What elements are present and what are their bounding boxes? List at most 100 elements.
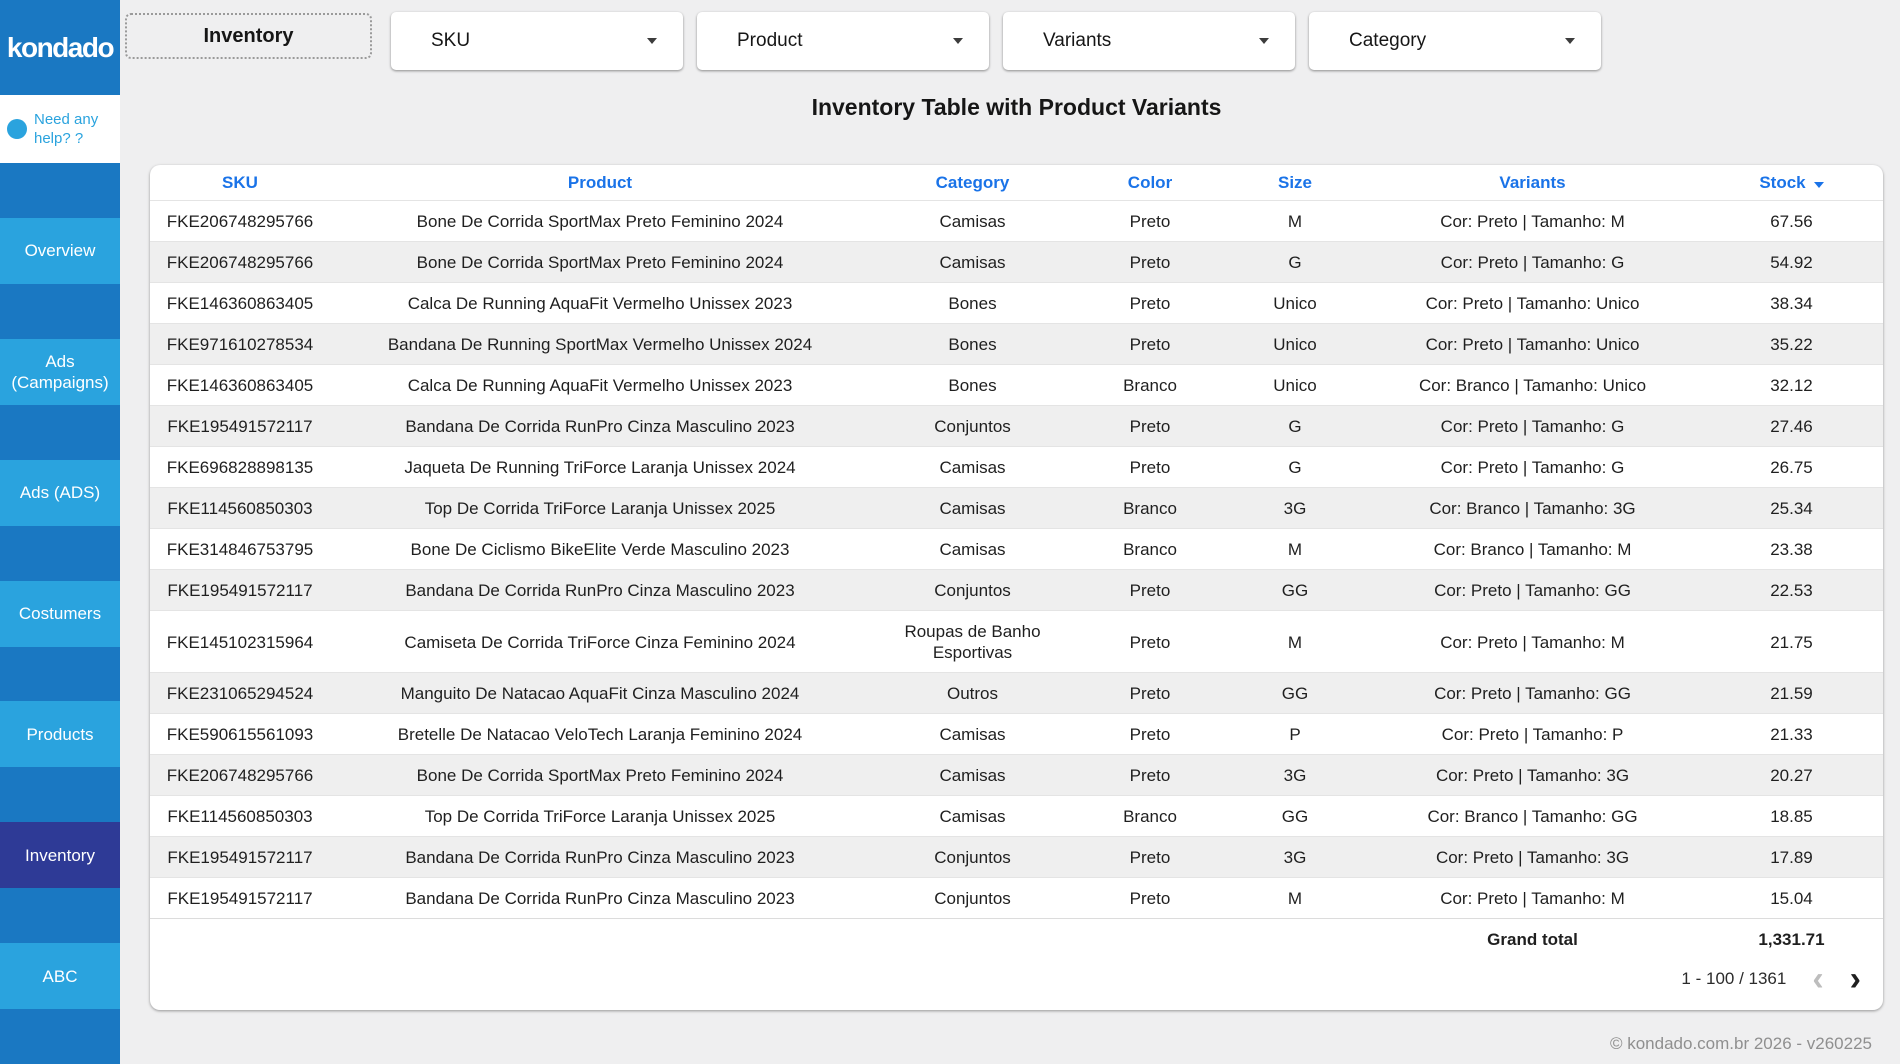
- sidebar-item-overview[interactable]: Overview: [0, 217, 120, 284]
- filter-product[interactable]: Product: [697, 12, 989, 70]
- table-cell: Bones: [948, 335, 997, 354]
- table-cell: 23.38: [1770, 540, 1813, 559]
- table-cell: 38.34: [1770, 294, 1813, 313]
- table-cell: Preto: [1129, 684, 1171, 703]
- table-cell: 25.34: [1770, 499, 1813, 518]
- table-cell: 27.46: [1770, 417, 1813, 436]
- table-cell: Calca De Running AquaFit Vermelho Unisse…: [407, 376, 793, 395]
- column-header-size[interactable]: Size: [1277, 173, 1313, 192]
- table-cell: G: [1288, 417, 1302, 436]
- table-cell: Cor: Preto | Tamanho: M: [1440, 212, 1625, 231]
- prev-page-icon[interactable]: ‹: [1812, 960, 1824, 998]
- table-cell: Unico: [1273, 294, 1317, 313]
- table-cell: Preto: [1129, 294, 1171, 313]
- pagination-range: 1 - 100 / 1361: [1681, 969, 1787, 988]
- pagination: 1 - 100 / 1361 ‹ ›: [150, 958, 1883, 1010]
- table-cell: Preto: [1129, 632, 1171, 652]
- table-cell: 22.53: [1770, 581, 1813, 600]
- help-dot-icon: [7, 119, 27, 139]
- table-cell: Camiseta De Corrida TriForce Cinza Femin…: [404, 632, 796, 652]
- inventory-table: SKU Product Category Color Size Variants Stock…: [150, 165, 1883, 958]
- table-header-row: SKU Product Category Color Size Variants Stock: [150, 165, 1883, 201]
- chevron-down-icon: [1565, 38, 1575, 44]
- table-cell: Preto: [1129, 766, 1171, 785]
- table-cell: FKE231065294524: [166, 684, 314, 703]
- chevron-down-icon: [1259, 38, 1269, 44]
- table-cell: 18.85: [1770, 807, 1813, 826]
- filter-sku[interactable]: SKU: [391, 12, 683, 70]
- filter-label: Product: [737, 30, 803, 51]
- table-cell: Bones: [948, 376, 997, 395]
- column-header-category[interactable]: Category: [935, 173, 1010, 192]
- sidebar-item-inventory[interactable]: Inventory: [0, 822, 120, 889]
- table-cell: FKE195491572117: [167, 581, 313, 600]
- table-cell: Camisas: [939, 540, 1006, 559]
- filter-category[interactable]: Category: [1309, 12, 1601, 70]
- table-cell: Cor: Preto | Tamanho: Unico: [1425, 294, 1640, 313]
- column-header-color[interactable]: Color: [1127, 173, 1173, 192]
- table-cell: 21.59: [1770, 684, 1813, 703]
- app-logo: kondado: [6, 31, 115, 63]
- table-cell: 26.75: [1770, 458, 1813, 477]
- table-cell: Cor: Branco | Tamanho: Unico: [1418, 376, 1647, 395]
- table-cell: FKE146360863405: [166, 294, 314, 313]
- table-cell: FKE206748295766: [166, 766, 314, 785]
- page-tab-inventory[interactable]: Inventory: [125, 13, 372, 59]
- table-cell: Cor: Preto | Tamanho: M: [1440, 632, 1625, 652]
- sidebar-spacer: [0, 888, 120, 943]
- sidebar-item-ads-campaigns[interactable]: Ads (Campaigns): [0, 338, 120, 405]
- table-cell: FKE206748295766: [166, 253, 314, 272]
- table-cell: FKE195491572117: [167, 889, 313, 908]
- sidebar-spacer: [0, 647, 120, 702]
- sidebar-spacer: [0, 405, 120, 460]
- table-cell: FKE145102315964: [166, 632, 314, 652]
- table-cell: 32.12: [1770, 376, 1813, 395]
- table-cell: M: [1287, 632, 1303, 652]
- sidebar-item-products[interactable]: Products: [0, 701, 120, 768]
- filter-label: Category: [1349, 30, 1427, 51]
- column-header-sku[interactable]: SKU: [222, 173, 258, 192]
- table-cell: G: [1288, 458, 1302, 477]
- table-cell: Bandana De Running SportMax Vermelho Uni…: [387, 335, 813, 354]
- column-header-stock[interactable]: Stock: [1700, 165, 1883, 201]
- sidebar-spacer: [0, 284, 120, 339]
- next-page-icon[interactable]: ›: [1849, 960, 1861, 998]
- table-row: FKE590615561093 Bretelle De Natacao VeloT…: [150, 713, 1883, 755]
- sidebar-nav: Overview Ads (Campaigns) Ads (ADS) Costumer…: [0, 163, 120, 1064]
- table-cell: Preto: [1129, 253, 1171, 272]
- help-text-line2: help? ?: [34, 130, 84, 147]
- column-header-product[interactable]: Product: [567, 173, 633, 192]
- table-row: FKE206748295766 Bone De Corrida SportMax …: [150, 754, 1883, 796]
- copyright: © kondado.com.br 2026 - v260225: [1609, 1034, 1872, 1053]
- table-cell: Cor: Branco | Tamanho: 3G: [1429, 499, 1636, 518]
- table-cell: Bandana De Corrida RunPro Cinza Masculin…: [405, 889, 795, 908]
- table-cell: Manguito De Natacao AquaFit Cinza Mascul…: [400, 684, 800, 703]
- table-cell: Bone De Corrida SportMax Preto Feminino …: [416, 212, 784, 231]
- table-row: FKE206748295766 Bone De Corrida SportMax …: [150, 200, 1883, 242]
- table-row: FKE195491572117 Bandana De Corrida RunPro…: [150, 836, 1883, 878]
- table-cell: Bandana De Corrida RunPro Cinza Masculin…: [405, 848, 795, 867]
- table-cell: Bandana De Corrida RunPro Cinza Masculin…: [405, 417, 795, 436]
- table-cell: Camisas: [939, 725, 1006, 744]
- table-row: FKE146360863405 Calca De Running AquaFit …: [150, 364, 1883, 406]
- table-cell: Bone De Corrida SportMax Preto Feminino …: [416, 253, 784, 272]
- table-cell: Camisas: [939, 499, 1006, 518]
- column-header-variants[interactable]: Variants: [1499, 173, 1566, 192]
- table-cell: FKE696828898135: [166, 458, 314, 477]
- table-cell: Cor: Preto | Tamanho: GG: [1434, 581, 1631, 600]
- table-cell: Cor: Preto | Tamanho: G: [1440, 417, 1625, 436]
- sidebar-spacer: [0, 526, 120, 581]
- table-cell: 20.27: [1770, 766, 1813, 785]
- table-row: FKE231065294524 Manguito De Natacao AquaF…: [150, 672, 1883, 714]
- table-cell: Preto: [1129, 417, 1171, 436]
- table-cell: Roupas de Banho Esportivas: [904, 622, 1041, 662]
- filter-variants[interactable]: Variants: [1003, 12, 1295, 70]
- table-cell: Cor: Preto | Tamanho: G: [1440, 458, 1625, 477]
- sidebar-item-ads-ads[interactable]: Ads (ADS): [0, 459, 120, 526]
- help-link[interactable]: Need any help? ?: [0, 95, 120, 163]
- table-cell: FKE146360863405: [166, 376, 314, 395]
- sidebar-item-costumers[interactable]: Costumers: [0, 580, 120, 647]
- table-cell: Unico: [1273, 335, 1317, 354]
- sidebar-item-abc[interactable]: ABC: [0, 943, 120, 1010]
- table-cell: Cor: Preto | Tamanho: G: [1440, 253, 1625, 272]
